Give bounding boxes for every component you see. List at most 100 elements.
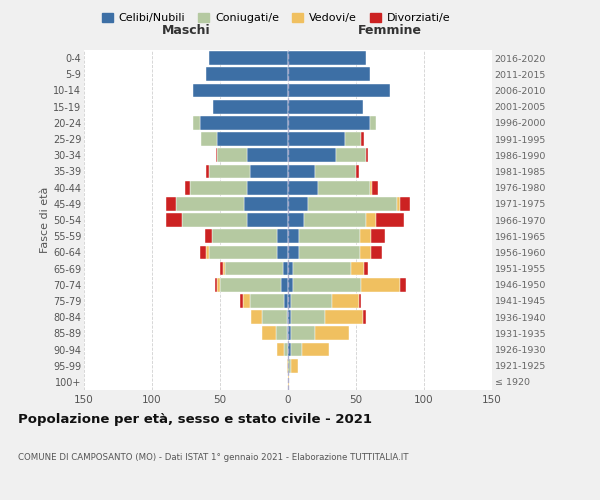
Bar bbox=[360, 246, 371, 260]
Bar bbox=[288, 375, 289, 389]
Bar bbox=[288, 84, 390, 98]
Legend: Celibi/Nubili, Coniugati/e, Vedovi/e, Divorziati/e: Celibi/Nubili, Coniugati/e, Vedovi/e, Di… bbox=[97, 8, 455, 28]
Bar bbox=[318, 180, 370, 194]
Bar bbox=[288, 213, 304, 227]
Bar bbox=[166, 213, 182, 227]
Bar bbox=[287, 326, 288, 340]
Bar bbox=[288, 100, 363, 114]
Bar bbox=[370, 116, 376, 130]
Bar bbox=[288, 326, 291, 340]
Bar bbox=[288, 51, 365, 65]
Bar bbox=[212, 230, 277, 243]
Bar bbox=[376, 213, 404, 227]
Bar bbox=[209, 164, 250, 178]
Bar bbox=[335, 148, 365, 162]
Bar bbox=[217, 132, 288, 146]
Bar bbox=[288, 116, 370, 130]
Bar bbox=[277, 230, 288, 243]
Bar bbox=[397, 197, 400, 210]
Bar bbox=[288, 342, 291, 356]
Bar bbox=[247, 180, 288, 194]
Bar bbox=[288, 278, 293, 291]
Bar bbox=[185, 180, 190, 194]
Bar bbox=[288, 180, 318, 194]
Bar bbox=[193, 84, 288, 98]
Bar bbox=[293, 262, 350, 276]
Bar bbox=[220, 262, 223, 276]
Bar bbox=[216, 148, 217, 162]
Bar bbox=[356, 164, 359, 178]
Bar bbox=[288, 164, 315, 178]
Bar bbox=[213, 100, 288, 114]
Bar bbox=[371, 246, 382, 260]
Bar bbox=[209, 246, 277, 260]
Bar bbox=[209, 51, 288, 65]
Bar bbox=[215, 278, 217, 291]
Bar bbox=[193, 116, 200, 130]
Text: Femmine: Femmine bbox=[358, 24, 422, 37]
Bar bbox=[345, 132, 361, 146]
Bar bbox=[206, 246, 209, 260]
Bar bbox=[365, 213, 376, 227]
Bar bbox=[287, 359, 288, 372]
Bar bbox=[276, 326, 287, 340]
Bar bbox=[226, 262, 283, 276]
Bar bbox=[302, 342, 329, 356]
Bar bbox=[200, 116, 288, 130]
Bar bbox=[288, 230, 299, 243]
Bar bbox=[284, 294, 288, 308]
Y-axis label: Fasce di età: Fasce di età bbox=[40, 187, 50, 253]
Bar bbox=[400, 278, 406, 291]
Bar bbox=[247, 148, 288, 162]
Bar bbox=[241, 294, 243, 308]
Text: COMUNE DI CAMPOSANTO (MO) - Dati ISTAT 1° gennaio 2021 - Elaborazione TUTTITALIA: COMUNE DI CAMPOSANTO (MO) - Dati ISTAT 1… bbox=[18, 452, 409, 462]
Bar bbox=[299, 230, 360, 243]
Bar bbox=[277, 342, 284, 356]
Bar bbox=[244, 197, 288, 210]
Bar bbox=[205, 230, 212, 243]
Bar bbox=[262, 310, 287, 324]
Bar bbox=[201, 132, 217, 146]
Bar bbox=[288, 197, 308, 210]
Bar bbox=[251, 310, 262, 324]
Bar bbox=[176, 197, 244, 210]
Text: Popolazione per età, sesso e stato civile - 2021: Popolazione per età, sesso e stato civil… bbox=[18, 412, 372, 426]
Bar bbox=[365, 148, 368, 162]
Bar bbox=[363, 310, 365, 324]
Bar bbox=[371, 230, 385, 243]
Bar bbox=[288, 262, 293, 276]
Bar bbox=[325, 310, 363, 324]
Bar bbox=[250, 164, 288, 178]
Text: Maschi: Maschi bbox=[161, 24, 211, 37]
Bar bbox=[288, 68, 370, 81]
Bar bbox=[361, 278, 400, 291]
Bar bbox=[291, 359, 298, 372]
Bar bbox=[288, 246, 299, 260]
Bar bbox=[359, 294, 361, 308]
Bar bbox=[291, 326, 315, 340]
Bar bbox=[308, 197, 397, 210]
Bar bbox=[284, 342, 288, 356]
Bar bbox=[250, 294, 284, 308]
Bar bbox=[373, 180, 378, 194]
Bar bbox=[370, 180, 373, 194]
Bar bbox=[293, 278, 361, 291]
Bar bbox=[223, 262, 226, 276]
Bar bbox=[288, 148, 335, 162]
Bar bbox=[281, 278, 288, 291]
Bar bbox=[166, 197, 176, 210]
Bar bbox=[220, 278, 281, 291]
Bar bbox=[206, 164, 209, 178]
Bar bbox=[206, 68, 288, 81]
Bar bbox=[287, 310, 288, 324]
Bar bbox=[364, 262, 368, 276]
Bar bbox=[247, 213, 288, 227]
Bar bbox=[291, 310, 325, 324]
Bar bbox=[182, 213, 247, 227]
Bar bbox=[262, 326, 276, 340]
Bar bbox=[283, 262, 288, 276]
Bar bbox=[299, 246, 360, 260]
Bar bbox=[288, 310, 291, 324]
Bar bbox=[243, 294, 250, 308]
Bar bbox=[291, 342, 302, 356]
